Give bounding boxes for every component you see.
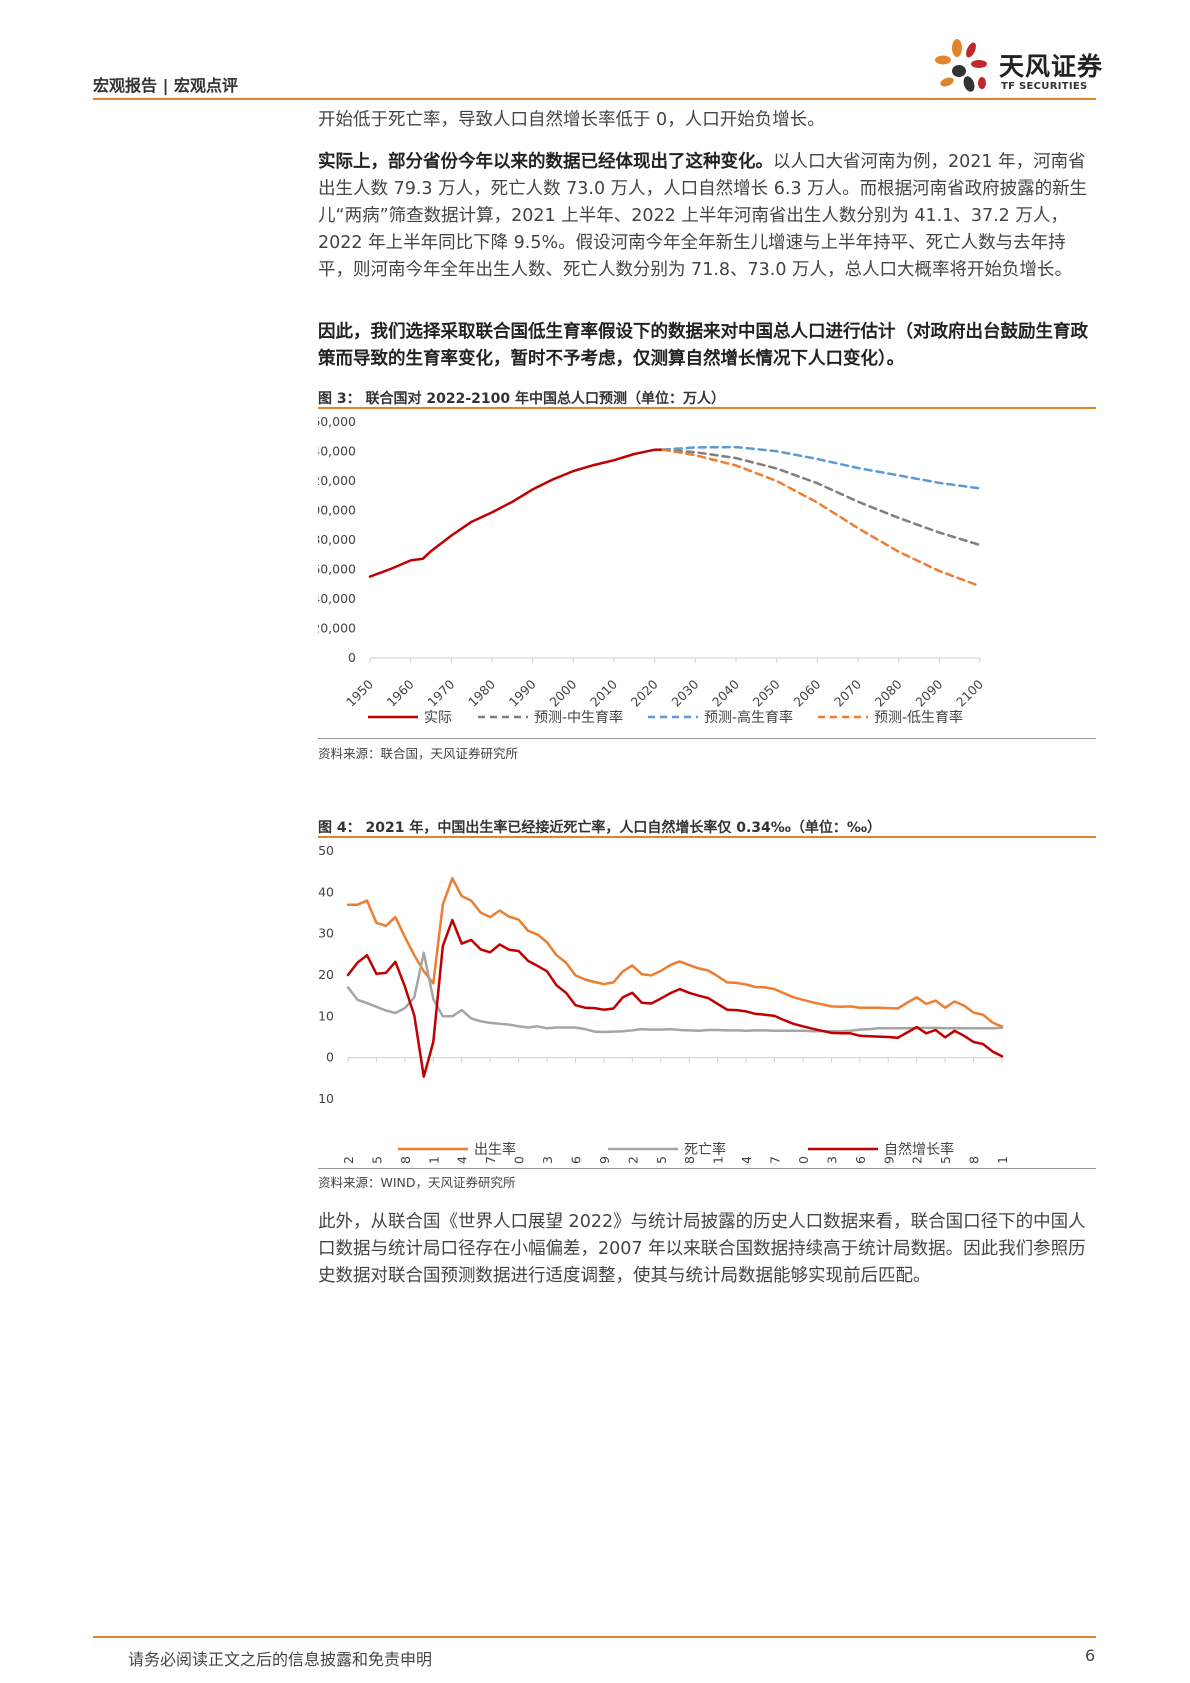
series-line-3 [346, 918, 1004, 1078]
x-tick-label: 1991 [711, 1156, 726, 1165]
paragraph-2: 实际上，部分省份今年以来的数据已经体现出了这种变化。以人口大省河南为例，2021… [318, 149, 1096, 284]
legend-label-1: 出生率 [474, 1141, 516, 1158]
legend-label-2: 预测-中生育率 [534, 709, 623, 726]
y-tick-label: 20 [318, 967, 334, 982]
x-tick-label: 1955 [369, 1156, 384, 1165]
birth-death-rate-chart: -10 0 10 20 30 40 50 1952 1955 1958 1961 1964 1967 19… [318, 843, 1010, 1165]
paragraph-4: 此外，从联合国《世界人口展望 2022》与统计局披露的历史人口数据来看，联合国口… [318, 1212, 1086, 1286]
x-tick-label: 1994 [739, 1156, 754, 1165]
series-line-2 [661, 448, 982, 547]
x-tick-label: 1979 [597, 1156, 612, 1165]
figure-4-top-rule [318, 836, 1096, 838]
y-tick-label: 140,000 [318, 444, 356, 459]
x-tick-label: 2015 [938, 1156, 953, 1165]
logo-chinese-name: 天风证券 [999, 52, 1104, 81]
y-tick-label: 10 [318, 1008, 334, 1023]
x-tick-label: 1982 [625, 1156, 640, 1165]
x-tick-label: 1970 [512, 1156, 527, 1165]
y-tick-label: 40 [318, 884, 334, 899]
footer-disclaimer: 请务必阅读正文之后的信息披露和免责申明 [128, 1650, 433, 1669]
legend-label-4: 预测-低生育率 [874, 709, 963, 726]
y-tick-label: 50 [318, 843, 334, 858]
series-line-3 [661, 445, 982, 490]
figure-3-bottom-rule [318, 738, 1096, 739]
series-line-4 [661, 448, 982, 588]
x-tick-label: 1961 [426, 1156, 441, 1165]
y-tick-label: 0 [348, 650, 356, 665]
x-tick-label: 1973 [540, 1156, 555, 1165]
x-tick-label: 1997 [768, 1156, 783, 1165]
header-divider [93, 98, 1096, 100]
x-tick-label: 2010 [587, 676, 620, 709]
x-tick-label: 1976 [568, 1156, 583, 1165]
population-forecast-chart: 0 20,000 40,000 60,000 80,000 100,000 120,000 1… [318, 414, 986, 726]
x-tick-label: 2050 [750, 676, 783, 709]
y-tick-label: 0 [326, 1050, 334, 1065]
figure-4-source: 资料来源：WIND，天风证券研究所 [318, 1175, 516, 1190]
x-tick-label: 2060 [790, 676, 823, 709]
figure-3-title: 图 3： 联合国对 2022-2100 年中国总人口预测（单位：万人） [318, 391, 725, 407]
logo-english-name: TF SECURITIES [1001, 81, 1088, 92]
x-tick-label: 2000 [796, 1156, 811, 1165]
x-tick-label: 2021 [995, 1156, 1010, 1165]
y-tick-label: 20,000 [318, 621, 356, 636]
x-tick-label: 2020 [628, 676, 661, 709]
x-tick-label: 1980 [465, 676, 498, 709]
x-tick-label: 1952 [341, 1156, 356, 1165]
legend-label-2: 死亡率 [684, 1141, 726, 1158]
x-tick-label: 2009 [881, 1156, 896, 1165]
footer-divider [93, 1636, 1096, 1638]
x-tick-label: 2040 [709, 676, 742, 709]
report-breadcrumb: 宏观报告 | 宏观点评 [93, 76, 238, 95]
paragraph-2-body: 以人口大省河南为例，2021 年，河南省出生人数 79.3 万人，死亡人数 73… [318, 152, 1088, 280]
x-tick-label: 2080 [872, 676, 905, 709]
y-tick-label: 80,000 [318, 532, 356, 547]
x-tick-label: 1970 [424, 676, 457, 709]
y-tick-label: 120,000 [318, 473, 356, 488]
series-line-1 [368, 448, 665, 578]
x-tick-label: 2003 [824, 1156, 839, 1165]
x-tick-label: 1985 [654, 1156, 669, 1165]
paragraph-3-lead: 因此，我们选择采取联合国低生育率假设下的数据来对中国总人口进行估计（对政府出台鼓… [318, 322, 1088, 369]
x-tick-label: 1960 [384, 676, 417, 709]
y-tick-label: 100,000 [318, 503, 356, 518]
legend-label-3: 预测-高生育率 [704, 709, 793, 726]
x-tick-label: 2070 [831, 676, 864, 709]
x-tick-label: 2030 [668, 676, 701, 709]
x-tick-label: 1950 [343, 676, 376, 709]
y-tick-label: -10 [318, 1091, 334, 1106]
figure-3-top-rule [318, 407, 1096, 409]
paragraph-3: 因此，我们选择采取联合国低生育率假设下的数据来对中国总人口进行估计（对政府出台鼓… [318, 319, 1096, 373]
paragraph-2-lead: 实际上，部分省份今年以来的数据已经体现出了这种变化。 [318, 152, 773, 172]
flower-logo-icon [935, 39, 987, 92]
y-tick-label: 30 [318, 926, 334, 941]
x-tick-label: 2006 [853, 1156, 868, 1165]
y-tick-label: 60,000 [318, 562, 356, 577]
x-tick-label: 1967 [483, 1156, 498, 1165]
page-number: 6 [1085, 1646, 1096, 1665]
x-tick-label: 1958 [398, 1156, 413, 1165]
figure-4-bottom-rule [318, 1168, 1096, 1169]
legend-label-1: 实际 [424, 710, 452, 726]
legend-label-3: 自然增长率 [884, 1141, 954, 1158]
x-tick-label: 2018 [967, 1156, 982, 1165]
figure-3-source: 资料来源：联合国，天风证券研究所 [318, 746, 519, 761]
series-line-2 [346, 951, 1004, 1034]
company-logo: 天风证券 TF SECURITIES [935, 38, 1105, 100]
x-tick-label: 2000 [546, 676, 579, 709]
x-tick-label: 2100 [953, 676, 986, 709]
y-tick-label: 160,000 [318, 414, 356, 429]
y-tick-label: 40,000 [318, 591, 356, 606]
x-tick-label: 1990 [506, 676, 539, 709]
x-tick-label: 1988 [682, 1156, 697, 1165]
x-tick-label: 2012 [910, 1156, 925, 1165]
x-tick-label: 1964 [455, 1156, 470, 1165]
paragraph-1: 开始低于死亡率，导致人口自然增长率低于 0，人口开始负增长。 [318, 110, 825, 130]
x-tick-label: 2090 [912, 676, 945, 709]
figure-4-title: 图 4： 2021 年，中国出生率已经接近死亡率，人口自然增长率仅 0.34‰（… [318, 820, 882, 836]
series-line-1 [346, 877, 1004, 1028]
